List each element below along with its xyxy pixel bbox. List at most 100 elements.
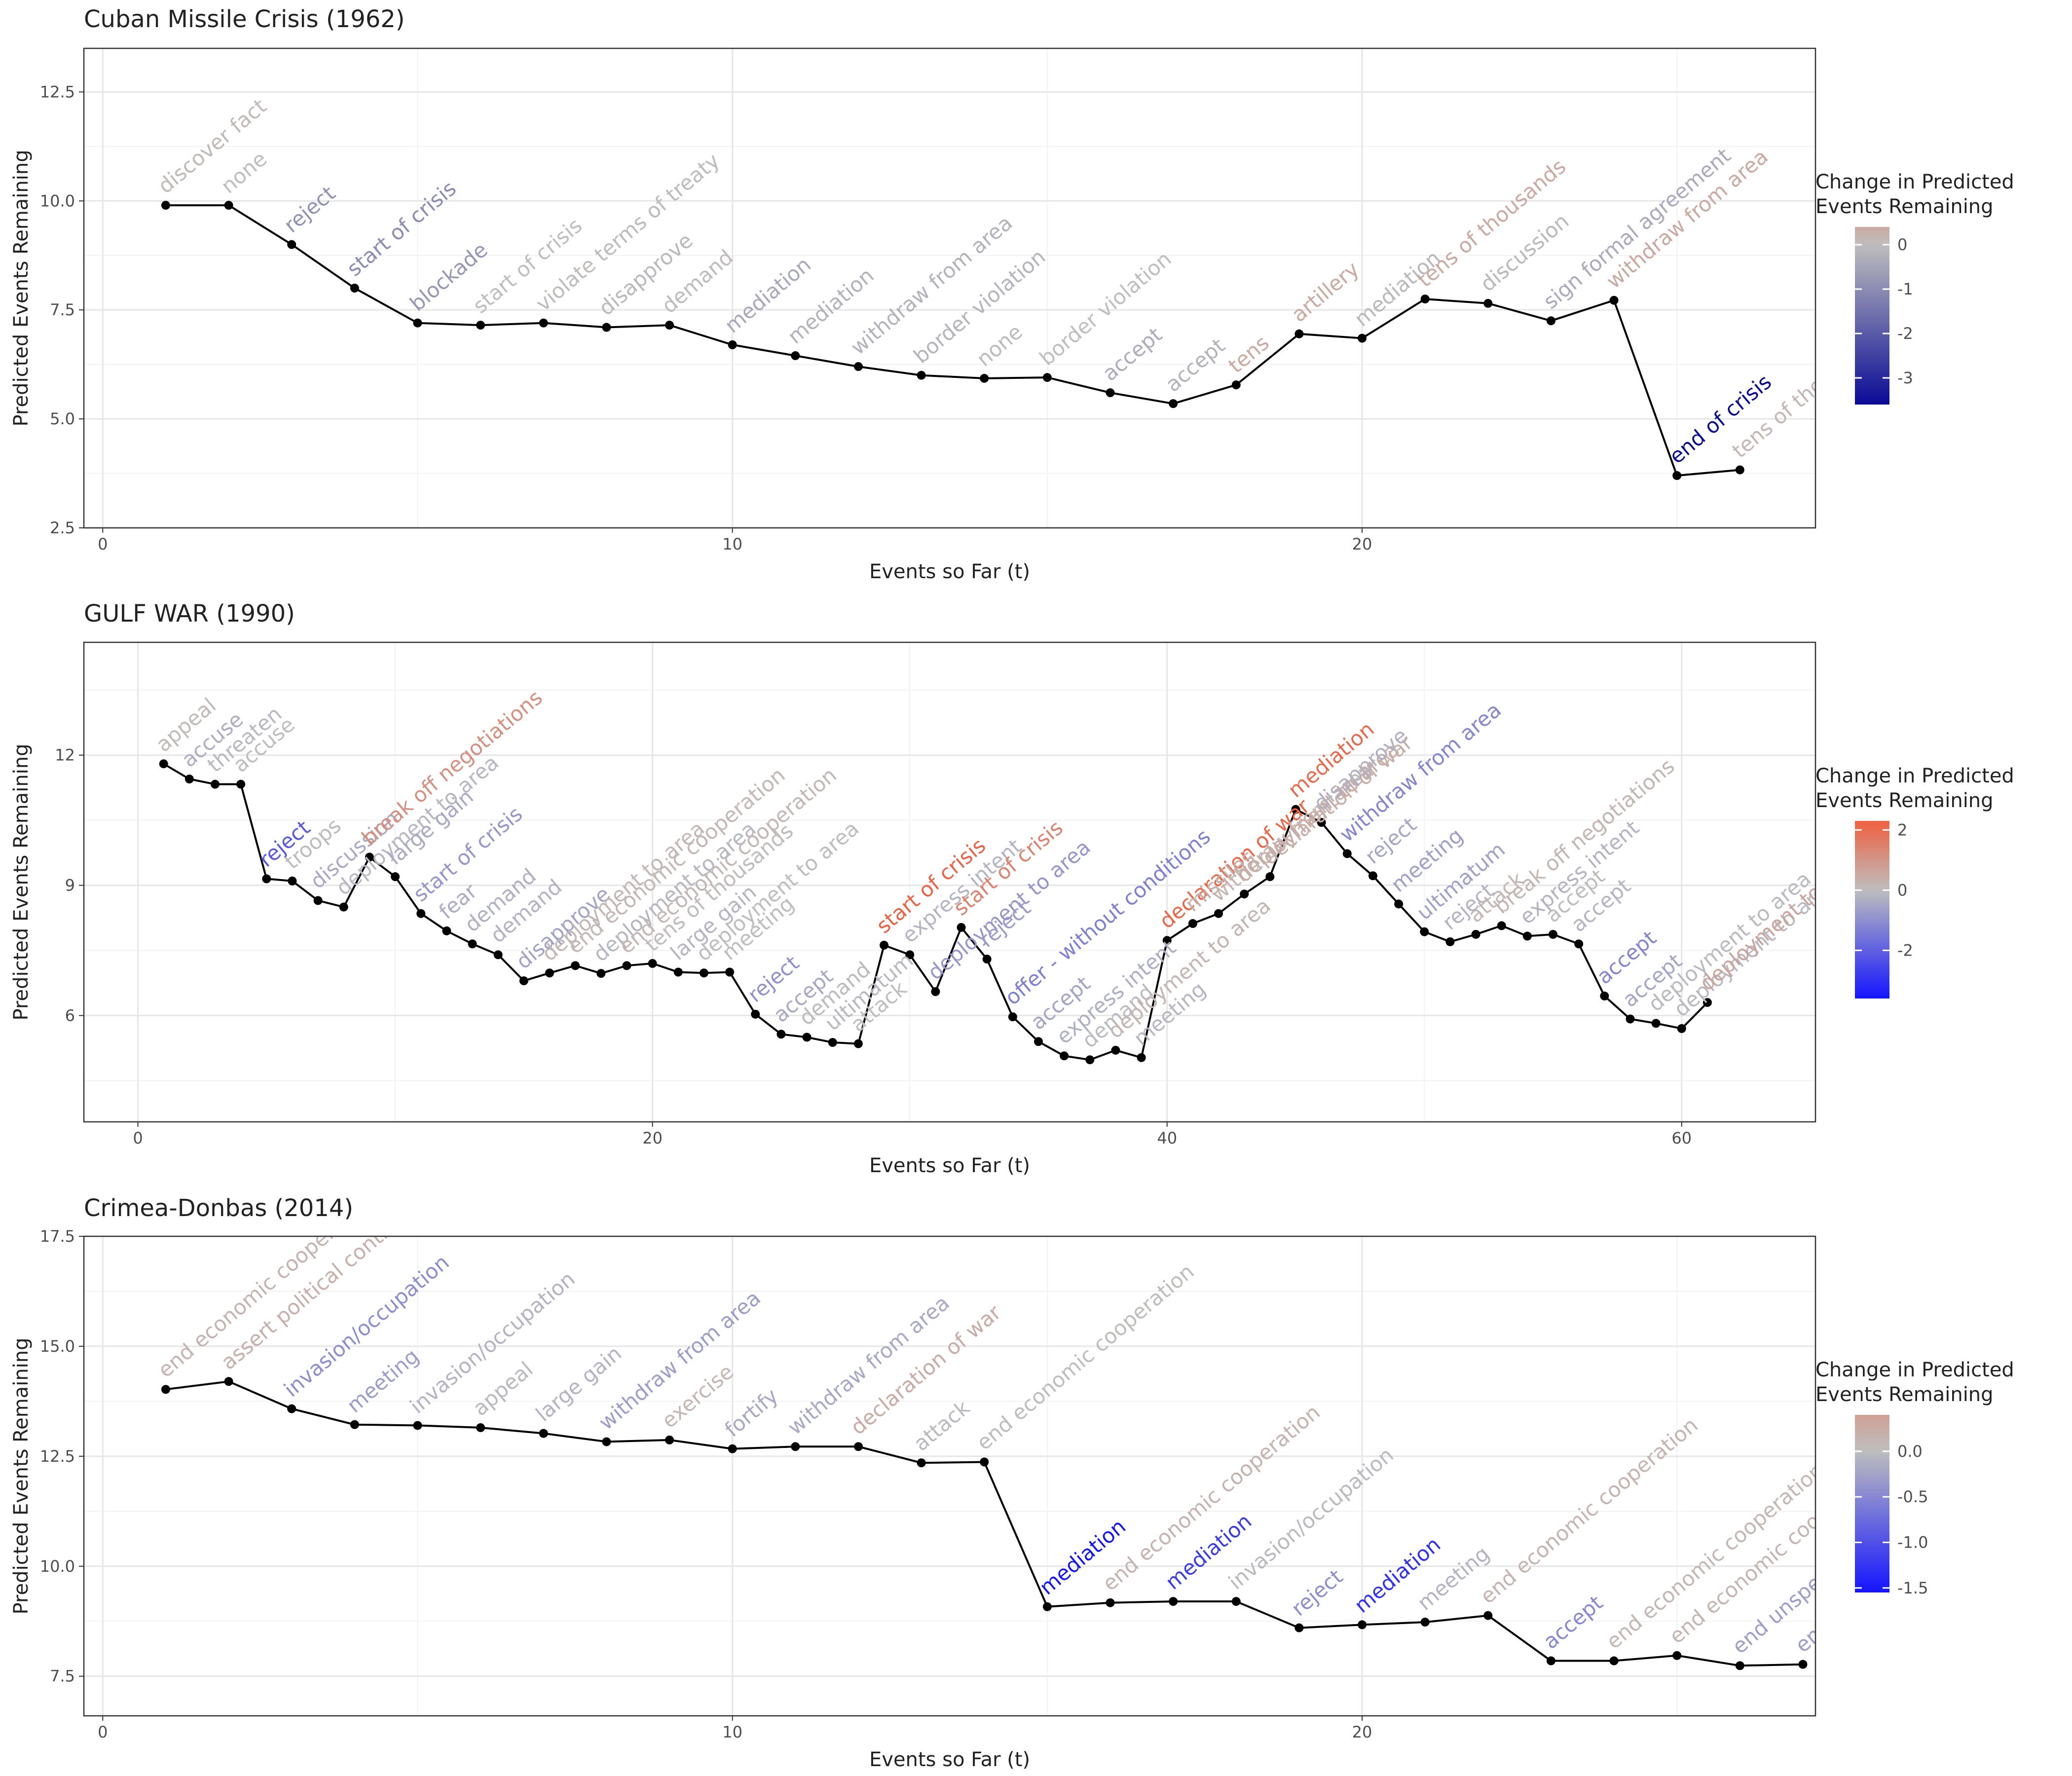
data-point [1445,937,1455,946]
data-point [699,968,708,978]
data-point [288,876,297,886]
data-point [1471,929,1480,939]
data-point [1240,889,1249,899]
x-tick-label: 20 [1352,1723,1372,1741]
data-point [596,969,606,978]
data-point [413,318,422,328]
x-tick-label: 20 [1352,535,1372,554]
colorbar-tick-label: 0 [1897,235,1907,254]
colorbar-tick-label: 0 [1897,881,1907,899]
data-point [728,340,737,349]
data-point [545,968,554,978]
data-point [1111,1045,1120,1055]
data-point [1042,373,1052,382]
data-point [648,959,657,968]
x-axis-label: Events so Far (t) [869,560,1030,583]
y-tick-label: 2.5 [50,518,75,537]
data-point [725,967,735,977]
colorbar-tick-label: -0.5 [1897,1487,1928,1506]
colorbar-tick-label: -1 [1897,280,1913,298]
data-point [1420,1618,1430,1627]
data-point [210,779,220,789]
data-point [622,961,631,970]
data-point [1546,1656,1555,1665]
y-tick-label: 10.0 [40,191,75,210]
legend-title-line1: Change in Predicted [1815,765,2014,787]
legend-title-line2: Events Remaining [1815,789,1994,812]
data-point [262,874,271,884]
data-point [224,1377,233,1386]
data-point [980,1457,989,1467]
data-point [1169,399,1178,408]
data-point [1162,936,1172,945]
data-point [1394,899,1404,909]
data-point [1672,471,1682,480]
data-point [665,1435,674,1444]
data-point [1060,1051,1069,1061]
x-tick-label: 60 [1671,1129,1692,1147]
data-point [1522,931,1532,941]
plot-border [83,1235,1816,1717]
data-point [1085,1055,1095,1065]
data-point [236,779,246,789]
data-point [1420,295,1430,304]
data-point [980,373,989,383]
data-point [161,1385,170,1394]
data-point [1546,316,1555,326]
data-point [493,950,503,960]
data-point [982,955,992,964]
data-point [791,351,800,360]
colorbar-tick-label: -1.5 [1897,1579,1928,1597]
y-tick-label: 12.5 [40,82,75,101]
x-axis-label: Events so Far (t) [869,1748,1030,1771]
panel-crimea-donbas: Crimea-Donbas (2014) Predicted Events Re… [10,1194,2014,1771]
data-point [1368,871,1377,881]
data-point [287,240,296,249]
y-tick-label: 12 [55,746,75,765]
data-point [917,1458,926,1468]
data-point [1626,1014,1635,1024]
colorbar-tick-label: -2 [1897,941,1913,960]
x-tick-label: 20 [642,1129,663,1147]
data-point [665,321,674,330]
data-point [905,950,915,960]
data-point [1034,1037,1043,1046]
data-point [313,896,323,905]
data-point [1483,1611,1493,1620]
data-point [519,976,528,986]
data-point [350,1420,359,1429]
colorbar-tick-label: -3 [1897,369,1913,387]
data-point [1169,1597,1178,1606]
data-point [751,1009,760,1019]
chart-title: Crimea-Donbas (2014) [84,1194,353,1222]
data-point [1483,298,1493,308]
data-point [391,872,400,882]
data-point [673,967,683,977]
data-point [1214,909,1223,918]
data-point [1677,1024,1686,1033]
colorbar-tick-label: 2 [1897,820,1907,839]
data-point [1106,388,1115,398]
data-point [1358,1620,1367,1629]
data-point [539,1429,548,1438]
data-point [853,1039,863,1048]
data-point [339,902,348,912]
plot-area [84,1236,1815,1716]
data-point [1672,1651,1682,1660]
x-tick-label: 10 [722,1723,742,1741]
y-tick-label: 10.0 [40,1557,75,1576]
data-point [931,987,940,997]
data-point [476,1423,485,1432]
data-point [1651,1019,1661,1028]
data-point [1549,929,1558,939]
data-point [1420,927,1429,936]
data-point [828,1038,837,1047]
data-point [1008,1012,1017,1022]
data-point [571,961,580,970]
data-point [1317,818,1326,827]
data-point [1342,849,1352,858]
y-axis-label: Predicted Events Remaining [10,1337,33,1614]
data-point [1574,939,1584,949]
chart-title: Cuban Missile Crisis (1962) [84,5,405,33]
data-point [442,926,451,935]
